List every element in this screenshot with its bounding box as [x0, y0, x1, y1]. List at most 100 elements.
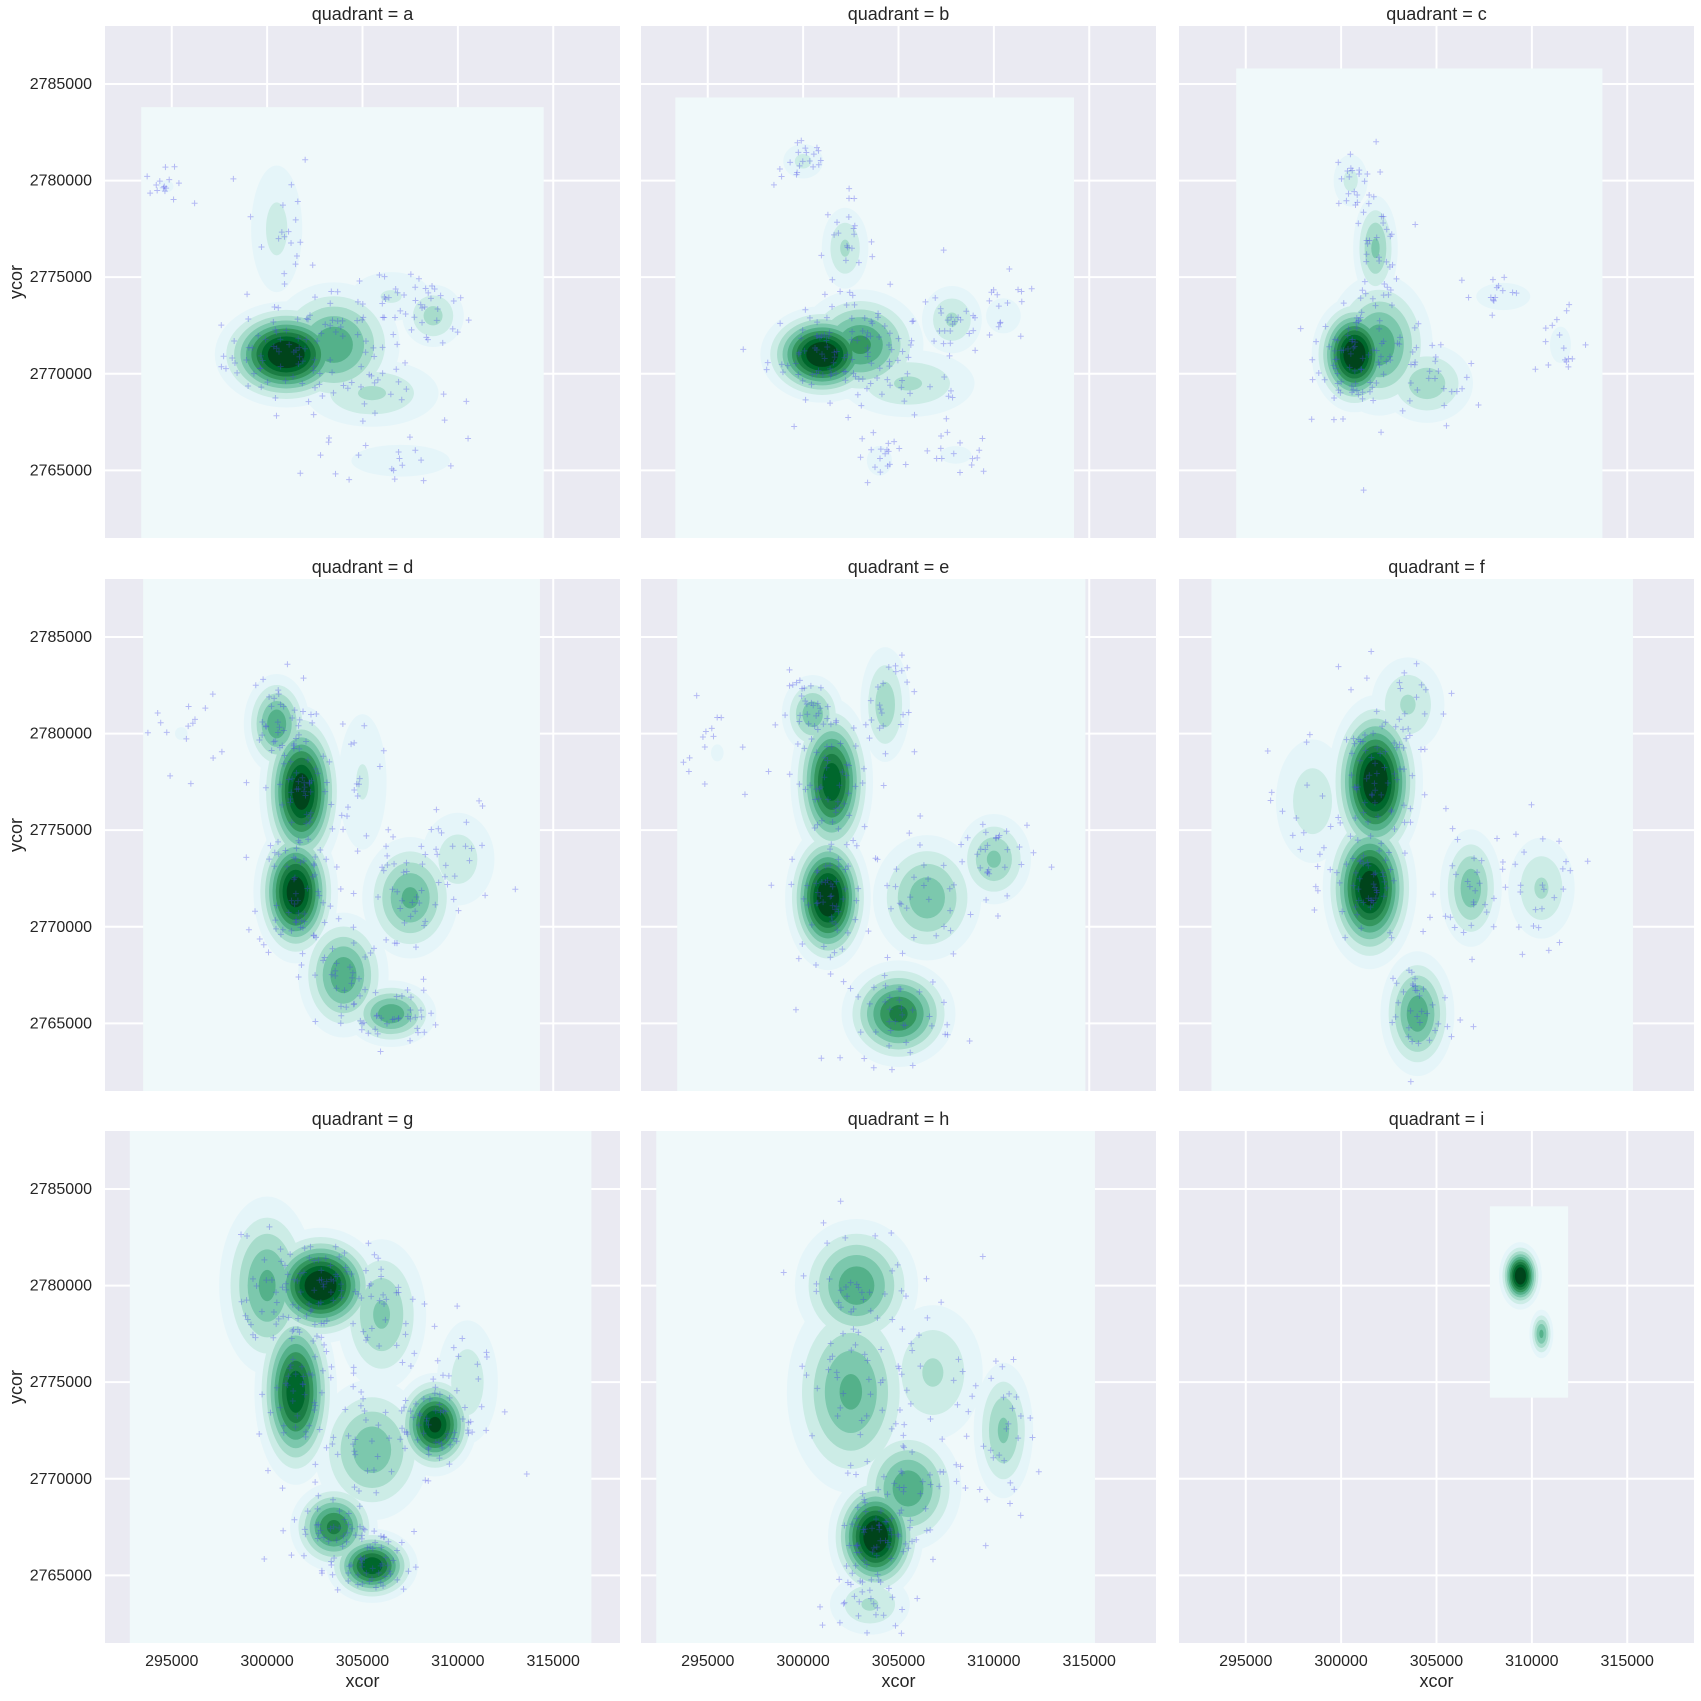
observation-marker — [856, 1549, 863, 1556]
observation-marker — [1380, 371, 1387, 378]
observation-marker — [355, 452, 362, 459]
observation-marker — [814, 889, 821, 896]
observation-marker — [863, 385, 870, 392]
observation-marker — [1373, 770, 1380, 777]
observation-marker — [1388, 934, 1395, 941]
observation-marker — [277, 336, 284, 343]
observation-marker — [949, 321, 956, 328]
observation-marker — [818, 878, 825, 885]
observation-marker — [272, 326, 279, 333]
observation-marker — [846, 185, 853, 192]
observation-marker — [300, 708, 307, 715]
observation-marker — [381, 1300, 388, 1307]
observation-markers — [740, 137, 1035, 486]
observation-marker — [378, 1266, 385, 1273]
observation-marker — [231, 337, 238, 344]
observation-marker — [1408, 361, 1415, 368]
observation-marker — [1363, 258, 1370, 265]
observation-marker — [1373, 234, 1380, 241]
observation-marker — [899, 377, 906, 384]
observation-marker — [789, 856, 796, 863]
observation-marker — [841, 354, 848, 361]
observation-marker — [836, 782, 843, 789]
observation-marker — [290, 745, 297, 752]
kde-contour — [1539, 1329, 1544, 1339]
observation-marker — [425, 1451, 432, 1458]
observation-marker — [1016, 843, 1023, 850]
observation-marker — [1406, 732, 1413, 739]
observation-marker — [839, 946, 846, 953]
observation-marker — [415, 1422, 422, 1429]
observation-marker — [244, 1233, 251, 1240]
observation-marker — [451, 1429, 458, 1436]
observation-marker — [844, 1293, 851, 1300]
observation-marker — [384, 861, 391, 868]
observation-marker — [786, 682, 793, 689]
observation-marker — [312, 1479, 319, 1486]
observation-marker — [962, 1484, 969, 1491]
x-tick-label: 305000 — [872, 1653, 925, 1670]
observation-marker — [280, 1422, 287, 1429]
y-tick-label: 2785000 — [30, 629, 92, 646]
observation-marker — [253, 1283, 260, 1290]
observation-marker — [865, 928, 872, 935]
observation-marker — [942, 1031, 949, 1038]
y-tick-label: 2775000 — [30, 269, 92, 286]
observation-marker — [872, 1028, 879, 1035]
observation-marker — [264, 379, 271, 386]
observation-marker — [1359, 287, 1366, 294]
observation-markers — [680, 652, 1055, 1073]
observation-marker — [273, 412, 280, 419]
observation-marker — [988, 289, 995, 296]
observation-marker — [827, 881, 834, 888]
observation-marker — [851, 195, 858, 202]
observation-marker — [266, 1223, 273, 1230]
observation-marker — [1368, 897, 1375, 904]
observation-marker — [336, 1524, 343, 1531]
observation-marker — [854, 1504, 861, 1511]
observation-marker — [1360, 209, 1367, 216]
observation-marker — [243, 854, 250, 861]
observation-marker — [1415, 1040, 1422, 1047]
observation-marker — [1378, 791, 1385, 798]
observation-marker — [939, 1436, 946, 1443]
observation-marker — [312, 384, 319, 391]
observation-marker — [875, 1486, 882, 1493]
observation-marker — [982, 1542, 989, 1549]
observation-marker — [938, 455, 945, 462]
observation-marker — [1370, 871, 1377, 878]
observation-marker — [307, 1243, 314, 1250]
observation-marker — [312, 765, 319, 772]
observation-marker — [845, 790, 852, 797]
observation-marker — [870, 429, 877, 436]
observation-marker — [813, 869, 820, 876]
observation-marker — [886, 1042, 893, 1049]
observation-marker — [1408, 969, 1415, 976]
observation-marker — [1360, 487, 1367, 494]
observation-marker — [371, 1528, 378, 1535]
observation-marker — [358, 1535, 365, 1542]
observation-marker — [1374, 744, 1381, 751]
observation-marker — [378, 1015, 385, 1022]
observation-marker — [859, 376, 866, 383]
observation-marker — [424, 336, 431, 343]
observation-marker — [304, 756, 311, 763]
observation-marker — [336, 1253, 343, 1260]
observation-marker — [338, 1012, 345, 1019]
observation-marker — [415, 275, 422, 282]
observation-marker — [855, 1284, 862, 1291]
observation-marker — [907, 390, 914, 397]
observation-marker — [367, 1543, 374, 1550]
observation-marker — [1024, 822, 1030, 829]
observation-marker — [299, 950, 306, 957]
kde-contour — [945, 312, 959, 327]
observation-marker — [969, 455, 976, 462]
observation-marker — [315, 1521, 322, 1528]
observation-marker — [820, 899, 827, 906]
observation-marker — [315, 1300, 322, 1307]
observation-marker — [869, 1525, 876, 1532]
observation-marker — [362, 954, 369, 961]
observation-marker — [320, 957, 327, 964]
observation-marker — [416, 1412, 423, 1419]
